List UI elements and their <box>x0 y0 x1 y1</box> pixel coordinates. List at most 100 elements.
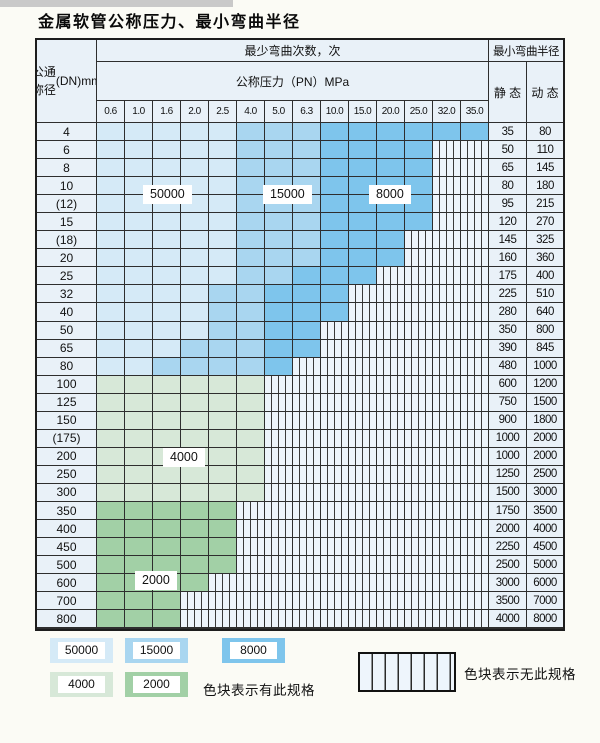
cycle-zone-cell <box>97 411 124 429</box>
no-spec-cell <box>349 321 376 339</box>
cycle-zone-cell <box>209 429 236 447</box>
no-spec-cell <box>377 285 404 303</box>
cycle-zone-cell <box>209 357 236 375</box>
pressure-tick-cell: 6.3 <box>293 101 320 122</box>
row-dn-label: 800 <box>37 610 96 628</box>
cycle-zone-cell <box>97 429 124 447</box>
no-spec-cell <box>433 429 460 447</box>
cycle-zone-cell <box>181 429 208 447</box>
cycle-zone-cell <box>97 177 124 195</box>
dynamic-value-cell: 3500 <box>527 501 563 520</box>
cycle-zone-cell <box>125 375 152 393</box>
row-dn-label: 80 <box>37 357 96 375</box>
cycle-zone-cell <box>181 303 208 321</box>
cycle-zone-cell <box>237 465 264 483</box>
row-dn-label: 50 <box>37 321 96 339</box>
no-spec-cell <box>461 141 488 159</box>
cycle-zone-cell <box>321 213 348 231</box>
no-spec-cell <box>405 267 432 285</box>
legend-label-8000: 8000 <box>230 642 277 659</box>
cycle-zone-cell <box>265 357 292 375</box>
cycle-zone-cell <box>237 177 264 195</box>
no-spec-cell <box>461 357 488 375</box>
no-spec-cell <box>461 321 488 339</box>
cycle-zone-cell <box>209 411 236 429</box>
cycle-zone-cell <box>293 303 320 321</box>
no-spec-cell <box>461 213 488 231</box>
no-spec-cell <box>433 213 460 231</box>
cycle-zone-cell <box>153 123 180 141</box>
cycle-zone-cell <box>265 213 292 231</box>
no-spec-cell <box>237 592 264 610</box>
pressure-tick-cell: 32.0 <box>433 101 460 122</box>
no-spec-cell <box>405 231 432 249</box>
cycle-zone-cell <box>125 411 152 429</box>
row-dn-label: 200 <box>37 447 96 465</box>
no-spec-cell <box>321 321 348 339</box>
legend-swatch-2000: 2000 <box>125 672 188 697</box>
no-spec-cell <box>433 538 460 556</box>
cycle-zone-cell <box>125 520 152 538</box>
no-spec-cell <box>349 592 376 610</box>
row-dn-label: 150 <box>37 411 96 429</box>
cycle-zone-cell <box>265 141 292 159</box>
dynamic-value-cell: 325 <box>527 231 563 249</box>
pressure-tick-cell: 1.6 <box>153 101 180 122</box>
cycle-zone-cell <box>321 123 348 141</box>
legend-swatch-4000: 4000 <box>50 672 113 697</box>
cycle-zone-cell <box>181 411 208 429</box>
no-spec-cell <box>237 574 264 592</box>
no-spec-cell <box>433 141 460 159</box>
cycle-zone-cell <box>321 285 348 303</box>
no-spec-cell <box>461 231 488 249</box>
cycle-zone-cell <box>293 339 320 357</box>
no-spec-cell <box>293 501 320 520</box>
no-spec-cell <box>405 574 432 592</box>
no-spec-cell <box>405 339 432 357</box>
no-spec-cell <box>461 303 488 321</box>
cycle-zone-cell <box>237 357 264 375</box>
no-spec-cell <box>377 483 404 501</box>
cycle-zone-cell <box>153 267 180 285</box>
cycle-zone-cell <box>293 231 320 249</box>
cycle-zone-cell <box>153 213 180 231</box>
no-spec-cell <box>377 501 404 520</box>
no-spec-cell <box>461 465 488 483</box>
no-spec-cell <box>461 501 488 520</box>
no-spec-cell <box>433 375 460 393</box>
static-value-cell: 1500 <box>489 483 526 501</box>
cycle-zone-cell <box>97 339 124 357</box>
cycle-zone-cell <box>377 141 404 159</box>
cycle-zone-cell <box>97 520 124 538</box>
row-dn-label: 65 <box>37 339 96 357</box>
cycle-zone-cell <box>181 231 208 249</box>
cycle-zone-cell <box>125 465 152 483</box>
no-spec-cell <box>293 610 320 628</box>
no-spec-cell <box>433 267 460 285</box>
no-spec-cell <box>321 483 348 501</box>
no-spec-cell <box>349 339 376 357</box>
cycle-zone-cell <box>461 123 488 141</box>
cycles-header-cell: 最少弯曲次数，次 <box>97 40 488 61</box>
pressure-tick-cell: 5.0 <box>265 101 292 122</box>
cycle-zone-cell <box>209 339 236 357</box>
cycle-zone-cell <box>405 141 432 159</box>
cycle-zone-cell <box>209 231 236 249</box>
cycle-zone-cell <box>377 123 404 141</box>
zone-cycles-label: 50000 <box>143 185 192 204</box>
no-spec-cell <box>377 339 404 357</box>
static-value-cell: 2250 <box>489 538 526 556</box>
cycle-zone-cell <box>293 213 320 231</box>
static-value-cell: 50 <box>489 141 526 159</box>
legend-label-50000: 50000 <box>58 642 105 659</box>
no-spec-cell <box>377 465 404 483</box>
no-spec-cell <box>405 303 432 321</box>
cycle-zone-cell <box>209 501 236 520</box>
static-value-cell: 480 <box>489 357 526 375</box>
dn-header-line: (DN) <box>55 74 82 88</box>
dynamic-value-cell: 110 <box>527 141 563 159</box>
legend-swatch-15000: 15000 <box>125 638 188 663</box>
no-spec-cell <box>461 610 488 628</box>
